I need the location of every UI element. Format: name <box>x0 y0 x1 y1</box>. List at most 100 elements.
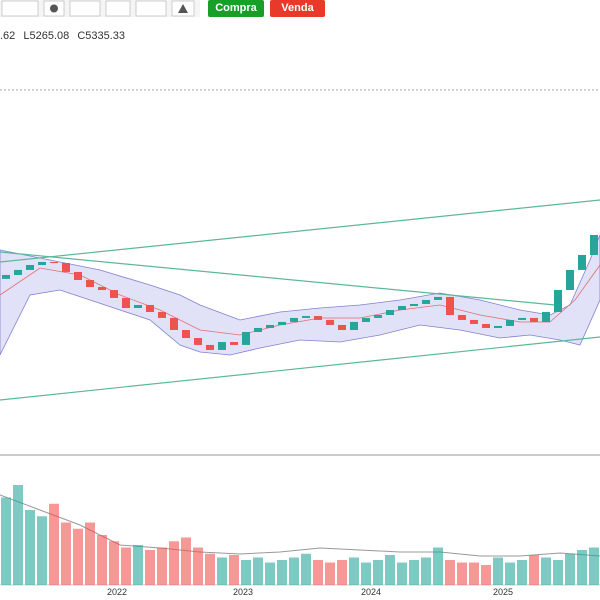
candle-body <box>446 296 454 316</box>
volume-bar <box>61 522 71 585</box>
candle-body <box>554 290 562 313</box>
volume-bar <box>337 560 347 585</box>
volume-bar <box>121 547 131 585</box>
candle-body <box>182 329 190 339</box>
candle-body <box>266 324 274 328</box>
candle-body <box>242 331 250 345</box>
volume-bar <box>145 550 155 585</box>
ohlc-legend: .62 L5265.08 C5335.33 <box>0 30 130 42</box>
x-axis-label: 2023 <box>233 587 253 597</box>
volume-bar <box>301 553 311 585</box>
candle-body <box>86 279 94 288</box>
volume-bar <box>241 560 251 585</box>
candle-body <box>122 297 130 308</box>
ohlc-value: L5265.08 <box>23 30 70 42</box>
volume-bar <box>553 560 563 585</box>
volume-bar <box>97 535 107 585</box>
volume-bar <box>457 562 467 585</box>
candle-body <box>26 265 34 270</box>
volume-bar <box>217 557 227 585</box>
candle-body <box>158 312 166 318</box>
volume-bar <box>289 557 299 585</box>
volume-bar <box>469 562 479 585</box>
candle-body <box>194 338 202 345</box>
volume-bar <box>349 557 359 585</box>
sell-button[interactable]: Venda <box>270 0 325 17</box>
candle-body <box>218 342 226 350</box>
candle-body <box>470 319 478 324</box>
candle-body <box>146 304 154 313</box>
volume-bar <box>25 510 35 585</box>
candle-body <box>230 342 238 345</box>
undo-redo-button[interactable] <box>135 0 167 17</box>
candle-body <box>254 327 262 332</box>
candle-body <box>62 263 70 272</box>
volume-bar <box>373 560 383 585</box>
volume-bar <box>85 522 95 585</box>
candle-body <box>398 305 406 311</box>
volume-bar <box>277 560 287 585</box>
candle-body <box>590 234 598 255</box>
volume-bar <box>565 553 575 585</box>
candle-body <box>518 317 526 320</box>
volume-bar <box>517 560 527 585</box>
candle-body <box>74 271 82 280</box>
trendline <box>0 336 600 401</box>
candle-body <box>458 315 466 320</box>
ohlc-value: .62 <box>0 30 16 42</box>
volume-bar <box>205 553 215 585</box>
volume-bar <box>493 557 503 585</box>
candle-body <box>314 316 322 320</box>
candle-body <box>410 303 418 306</box>
candle-body <box>530 317 538 322</box>
volume-bar <box>181 537 191 585</box>
volume-bar <box>421 557 431 585</box>
trendline <box>0 251 556 306</box>
volume-bar <box>505 562 515 585</box>
volume-bar <box>541 557 551 585</box>
volume-bar <box>253 557 263 585</box>
alert-icon <box>178 4 188 13</box>
candle-body <box>542 312 550 322</box>
candle-body <box>134 304 142 308</box>
buy-button[interactable]: Compra <box>208 0 264 17</box>
volume-bar <box>433 547 443 585</box>
volume-bar <box>193 547 203 585</box>
volume-bar <box>577 550 587 585</box>
volume-bar <box>397 562 407 585</box>
indicator-button[interactable] <box>69 0 101 17</box>
candle-body <box>494 325 502 328</box>
x-axis-label: 2025 <box>493 587 513 597</box>
tool-button[interactable] <box>1 0 39 17</box>
volume-bar <box>13 485 23 585</box>
candle-body <box>2 274 10 279</box>
toolbar <box>0 0 200 17</box>
volume-bar <box>229 555 239 585</box>
volume-bar <box>49 503 59 585</box>
candle-body <box>422 299 430 304</box>
volume-bar <box>109 541 119 585</box>
volume-bar <box>1 497 11 585</box>
volume-bar <box>529 555 539 585</box>
x-axis-label: 2024 <box>361 587 381 597</box>
candle-body <box>386 310 394 316</box>
candle-body <box>170 317 178 330</box>
candle-body <box>14 269 22 275</box>
candle-body <box>566 269 574 291</box>
candle-body <box>338 324 346 330</box>
volume-bar <box>325 562 335 585</box>
volume-bar <box>385 555 395 585</box>
candle-body <box>206 344 214 350</box>
volume-bar <box>157 547 167 585</box>
volume-bar <box>169 541 179 585</box>
volume-bar <box>73 528 83 585</box>
bollinger-band <box>0 234 600 356</box>
volume-bar <box>589 547 599 585</box>
ohlc-value: C5335.33 <box>77 30 126 42</box>
candle-body <box>326 319 334 325</box>
compare-button[interactable] <box>105 0 131 17</box>
x-axis-label: 2022 <box>107 587 127 597</box>
volume-bar <box>265 562 275 585</box>
